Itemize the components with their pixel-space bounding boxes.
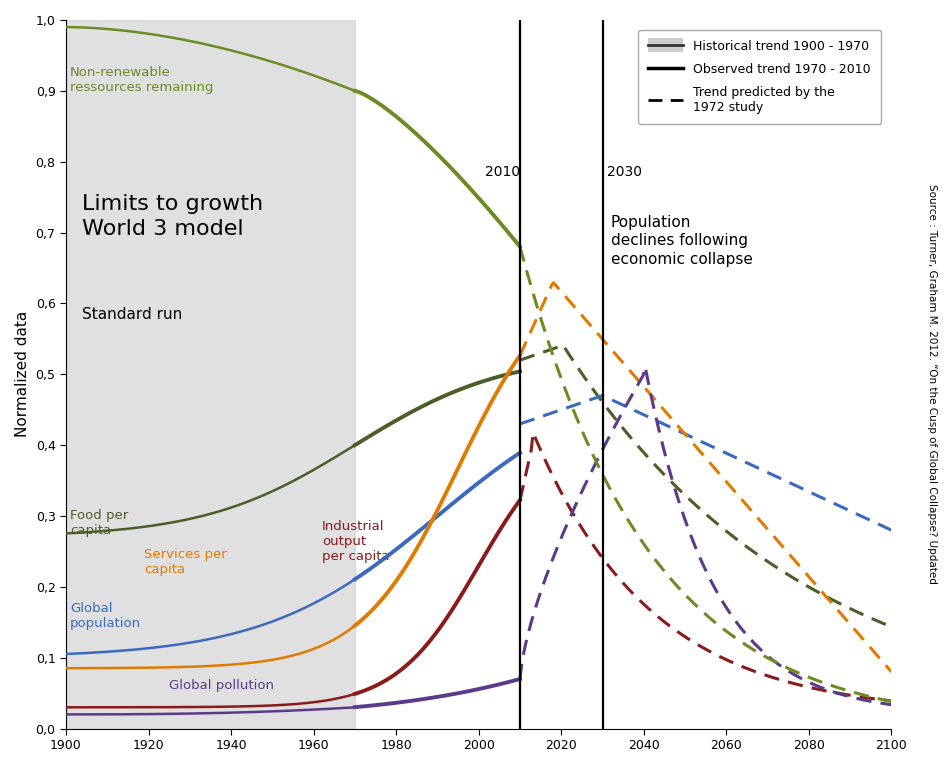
Text: 2010: 2010: [485, 166, 520, 179]
Text: 2030: 2030: [606, 166, 641, 179]
Text: Non-renewable
ressources remaining: Non-renewable ressources remaining: [70, 66, 214, 94]
Text: Food per
capita: Food per capita: [70, 509, 129, 537]
Text: Services per
capita: Services per capita: [145, 548, 227, 576]
Text: Source : Turner, Graham M. 2012. “On the Cusp of Global Collapse? Updated: Source : Turner, Graham M. 2012. “On the…: [927, 183, 937, 584]
Y-axis label: Normalized data: Normalized data: [15, 311, 30, 437]
Bar: [66, 20, 355, 729]
Text: Industrial
output
per capita: Industrial output per capita: [322, 519, 390, 562]
Text: Global
population: Global population: [70, 602, 141, 630]
Text: Standard run: Standard run: [82, 307, 183, 322]
Text: Limits to growth
World 3 model: Limits to growth World 3 model: [82, 193, 264, 239]
Legend: Historical trend 1900 - 1970, Observed trend 1970 - 2010, Trend predicted by the: Historical trend 1900 - 1970, Observed t…: [639, 30, 881, 123]
Text: Global pollution: Global pollution: [169, 679, 274, 692]
Text: Population
declines following
economic collapse: Population declines following economic c…: [611, 215, 753, 267]
